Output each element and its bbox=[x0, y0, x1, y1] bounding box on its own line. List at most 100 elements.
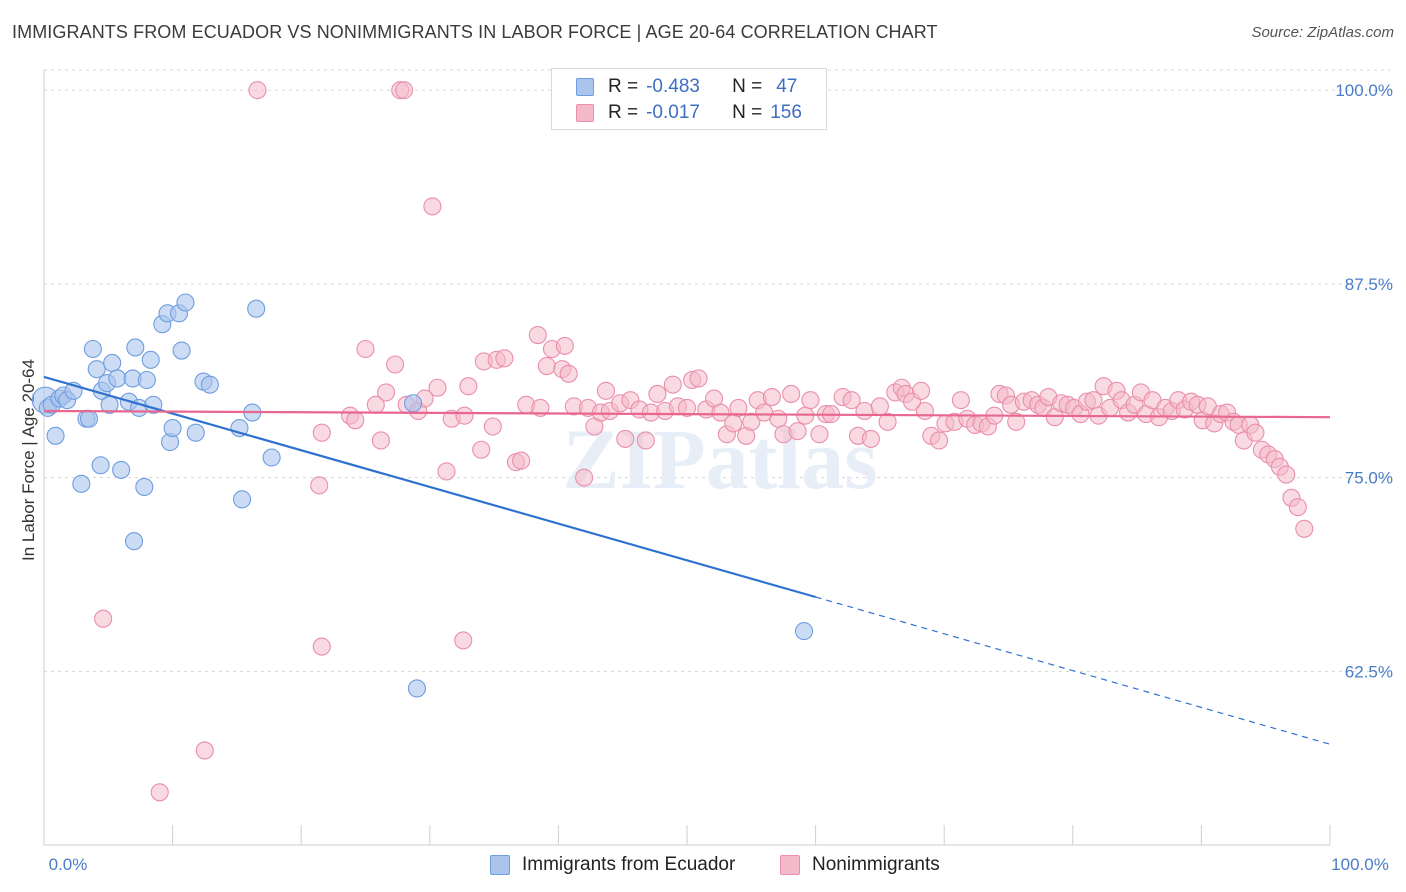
nonimmigrant-point bbox=[729, 398, 748, 417]
ecuador-point bbox=[232, 490, 252, 509]
nonimmigrant-point bbox=[711, 403, 730, 422]
ecuador-point bbox=[137, 370, 156, 390]
nonimmigrant-point bbox=[537, 356, 556, 376]
ecuador-point bbox=[141, 350, 160, 369]
nonimmigrant-point bbox=[870, 397, 889, 416]
bottom-legend-nonimmigrants: Nonimmigrants bbox=[780, 852, 940, 878]
nonimmigrant-point bbox=[915, 401, 934, 421]
ecuador-point bbox=[200, 375, 219, 394]
nonimmigrant-point bbox=[312, 423, 331, 442]
ecuador-point bbox=[79, 409, 99, 428]
ecuador-point bbox=[186, 423, 205, 442]
ecuador-point bbox=[87, 360, 106, 379]
nonimmigrant-point bbox=[428, 378, 447, 397]
x-tick-label-max: 100.0% bbox=[1331, 855, 1389, 874]
ecuador-point bbox=[794, 622, 814, 641]
nonimmigrant-point bbox=[559, 364, 578, 383]
trend-lines bbox=[43, 375, 1331, 745]
ecuador-point bbox=[112, 460, 131, 479]
nonimmigrant-point bbox=[788, 422, 807, 441]
nonimmigrant-point bbox=[677, 398, 697, 417]
nonimmigrant-point bbox=[1007, 412, 1026, 431]
x-tick-label-min: 0.0% bbox=[49, 855, 88, 874]
nonimmigrant-point bbox=[842, 391, 861, 410]
y-tick-label: 75.0% bbox=[1345, 469, 1393, 488]
nonimmigrant-point bbox=[248, 81, 267, 100]
nonimmigrant-point bbox=[459, 377, 478, 396]
nonimmigrant-point bbox=[912, 381, 931, 400]
nonimmigrant-point bbox=[528, 325, 547, 345]
bottom-legend-ecuador: Immigrants from Ecuador bbox=[490, 852, 735, 878]
nonimmigrant-point bbox=[724, 414, 743, 433]
nonimmigrant-point bbox=[395, 81, 414, 100]
nonimmigrant-point bbox=[855, 401, 874, 421]
nonimmigrant-point bbox=[555, 336, 574, 355]
nonimmigrant-point bbox=[454, 631, 473, 650]
nonimmigrant-point bbox=[94, 609, 113, 628]
nonimmigrant-point bbox=[616, 429, 635, 448]
ecuador-trend-extension bbox=[815, 596, 1331, 745]
nonimmigrant-point bbox=[437, 462, 456, 481]
legend-n-label: N = bbox=[732, 102, 763, 123]
nonimmigrant-point bbox=[483, 417, 502, 436]
legend-r-value: -0.483 bbox=[646, 76, 700, 97]
bottom-legend-label-nonimmigrants: Nonimmigrants bbox=[812, 854, 940, 875]
correlation-legend: R = -0.483 N = 47 R = -0.017 N = 156 bbox=[551, 68, 827, 130]
nonimmigrant-point bbox=[1295, 519, 1314, 538]
ecuador-trend-line bbox=[43, 375, 816, 599]
legend-swatch-pink bbox=[576, 104, 594, 122]
nonimmigrant-point bbox=[663, 375, 682, 394]
ecuador-point bbox=[135, 477, 154, 497]
legend-n-value: 47 bbox=[776, 76, 798, 97]
source-credit: Source: ZipAtlas.com bbox=[1251, 24, 1394, 41]
nonimmigrant-point bbox=[310, 476, 329, 495]
nonimmigrant-point bbox=[762, 387, 781, 407]
ecuador-point bbox=[91, 456, 110, 475]
ecuador-point bbox=[247, 299, 266, 318]
grid-layer bbox=[44, 69, 1390, 672]
y-tick-label: 62.5% bbox=[1345, 662, 1393, 681]
y-tick-label: 100.0% bbox=[1335, 81, 1393, 100]
bottom-legend-swatch-blue bbox=[490, 855, 510, 875]
ecuador-point bbox=[124, 532, 144, 551]
nonimmigrant-point bbox=[455, 406, 474, 425]
legend-swatch-blue bbox=[576, 78, 594, 96]
nonimmigrant-point bbox=[648, 384, 667, 404]
nonimmigrant-point bbox=[878, 412, 897, 431]
legend-row-nonimmigrants: R = -0.017 N = 156 bbox=[576, 101, 802, 125]
watermark: ZIPatlas bbox=[562, 411, 877, 507]
nonimmigrant-point bbox=[495, 349, 514, 368]
chart-title: IMMIGRANTS FROM ECUADOR VS NONIMMIGRANTS… bbox=[12, 22, 938, 42]
legend-r-value: -0.017 bbox=[646, 102, 700, 123]
nonimmigrant-point bbox=[1277, 465, 1296, 484]
legend-r-label: R = bbox=[608, 76, 639, 97]
nonimmigrant-point bbox=[951, 391, 970, 410]
ecuador-point bbox=[108, 369, 127, 388]
legend-row-ecuador: R = -0.483 N = 47 bbox=[576, 75, 797, 99]
x-tick-marks bbox=[43, 825, 1331, 845]
ecuador-point bbox=[172, 341, 191, 360]
nonimmigrant-point bbox=[861, 429, 880, 448]
legend-r-label: R = bbox=[608, 102, 639, 123]
y-tick-label: 87.5% bbox=[1345, 275, 1393, 294]
nonimmigrant-point bbox=[930, 431, 949, 450]
nonimmigrant-point bbox=[472, 440, 491, 459]
ecuador-point bbox=[407, 679, 426, 698]
nonimmigrant-point bbox=[689, 369, 708, 388]
legend-n-value: 156 bbox=[770, 102, 802, 123]
ecuador-point bbox=[163, 418, 182, 438]
bottom-legend-label-ecuador: Immigrants from Ecuador bbox=[522, 854, 736, 875]
nonimmigrants-points bbox=[94, 81, 1314, 802]
nonimmigrant-point bbox=[346, 411, 365, 430]
bottom-legend-swatch-pink bbox=[780, 855, 800, 875]
ecuador-point bbox=[176, 293, 195, 312]
ecuador-point bbox=[103, 353, 122, 373]
nonimmigrant-point bbox=[810, 425, 829, 444]
ecuador-point bbox=[46, 426, 65, 445]
ecuador-points bbox=[31, 293, 814, 698]
nonimmigrant-point bbox=[371, 431, 390, 450]
nonimmigrant-point bbox=[386, 355, 405, 374]
nonimmigrant-point bbox=[512, 451, 531, 470]
ecuador-point bbox=[72, 474, 91, 493]
